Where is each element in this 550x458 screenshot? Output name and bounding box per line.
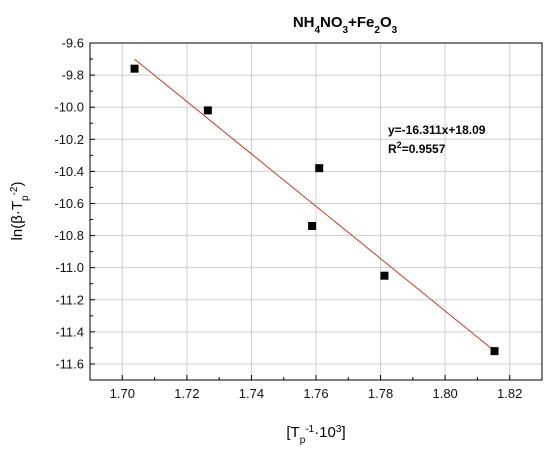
x-axis-label-part: ] [341,424,345,441]
axis-ticks [90,42,511,380]
y-axis-label-part: ) [9,182,26,187]
r-squared-value: =0.9557 [402,142,446,156]
fit-equation: y=-16.311x+18.09 [388,123,486,137]
fit-line [134,58,495,352]
y-tick-label: -9.6 [62,36,84,51]
x-tick-label: 1.76 [303,386,328,401]
data-point [308,221,317,230]
y-tick-label: -11.2 [55,292,84,307]
title-text-part: NH [293,14,315,31]
title-text-part: 2 [374,25,380,36]
title-text-part: +Fe [348,14,374,31]
x-tick-label: 1.70 [110,386,135,401]
x-tick-label: 1.80 [432,386,457,401]
y-tick-label: -11.6 [55,356,84,371]
data-point [130,64,139,73]
y-tick-label: -11.0 [55,260,84,275]
data-points [130,64,499,356]
x-tick-label: 1.74 [239,386,264,401]
y-tick-label: -10.8 [54,228,84,243]
x-tick-label: 1.78 [368,386,393,401]
r-squared-prefix: R [388,142,397,156]
data-point [380,271,389,280]
y-tick-label: -11.4 [55,324,84,339]
title-text-part: 4 [314,25,320,36]
y-axis-label-part: p [20,195,31,201]
y-tick-label: -10.6 [54,196,84,211]
x-tick-label: 1.72 [174,386,199,401]
y-axis-label-part: ln(β·T [9,201,26,240]
x-axis-label-part: ·10 [314,424,336,441]
r-squared: R2=0.9557 [388,140,446,156]
data-point [315,164,324,173]
x-axis-label-part: 3 [336,424,342,435]
y-axis-label-part: -2 [9,186,20,195]
title-text-part: 3 [392,25,398,36]
title-text-part: 3 [343,25,349,36]
x-axis-label-part: [T [286,424,299,441]
title-text-part: O [380,14,392,31]
x-axis-label: [Tp-1·103] [286,424,345,446]
y-tick-label: -10.2 [54,132,84,147]
y-tick-label: -9.8 [62,68,84,83]
data-point [203,106,212,115]
y-tick-label: -10.0 [54,100,84,115]
axis-tick-labels: 1.70 1.72 1.74 1.76 1.78 1.80 1.82 -9.6 -9.8 -10.… [54,36,522,402]
y-tick-label: -10.4 [54,164,84,179]
x-axis-label-part: p [300,435,306,446]
x-axis-label-part: -1 [305,424,314,435]
chart-title: NH4NO3+Fe2O3 [293,14,398,36]
data-point [490,347,499,356]
r-squared-superscript: 2 [397,140,402,150]
x-tick-label: 1.82 [497,386,522,401]
title-text-part: NO [320,14,343,31]
y-axis-label: ln(β·Tp-2) [9,182,31,241]
